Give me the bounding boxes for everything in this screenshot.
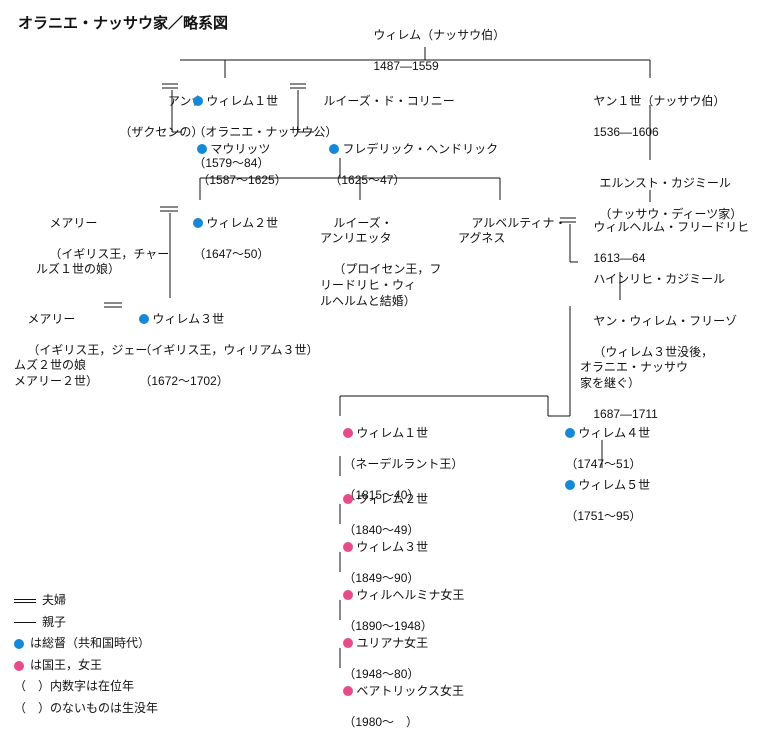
legend-couple: 夫婦 <box>14 590 158 612</box>
node-heinrich: ハインリヒ・カジミール <box>580 256 725 303</box>
node-wilhelm5: ウィレム５世 （1751～95） <box>552 462 650 540</box>
marker-icon <box>343 428 353 438</box>
legend-blue: は総督（共和国時代） <box>14 633 158 655</box>
node-wilhelm2: ウィレム２世 （1647～50） <box>180 200 278 278</box>
marker-icon <box>193 218 203 228</box>
marker-icon <box>139 314 149 324</box>
marker-icon <box>565 480 575 490</box>
marker-icon <box>343 686 353 696</box>
marker-icon <box>197 144 207 154</box>
marker-icon <box>343 542 353 552</box>
node-wilhelm3: ウィレム３世 （イギリス王，ウィリアム３世） （1672～1702） <box>126 296 319 405</box>
tree-canvas: オラニエ・ナッサウ家／略系図 <box>0 0 783 713</box>
single-line-icon <box>14 622 36 623</box>
node-frederik: フレデリック・ヘンドリック （1625～47） <box>316 126 498 204</box>
node-albertina: アルベルティナ・ アグネス <box>458 200 567 262</box>
marker-icon <box>343 494 353 504</box>
legend-parent: 親子 <box>14 612 158 634</box>
node-mary1: メアリー （イギリス王，チャー ルズ１世の娘） <box>36 200 169 294</box>
legend: 夫婦 親子 は総督（共和国時代） は国王，女王 （ ）内数字は在位年 （ ）のな… <box>14 590 158 720</box>
legend-pink: は国王，女王 <box>14 655 158 677</box>
marker-icon <box>343 590 353 600</box>
double-line-icon <box>14 599 36 603</box>
marker-icon <box>343 638 353 648</box>
marker-icon <box>565 428 575 438</box>
node-maurits: マウリッツ （1587～1625） <box>184 126 287 204</box>
node-louiseh: ルイーズ・ アンリエッタ （プロイセン王，フ リードリヒ・ウィ ルヘルムと結婚） <box>320 200 441 325</box>
legend-paren1: （ ）内数字は在位年 <box>14 676 158 698</box>
legend-paren2: （ ）のないものは生没年 <box>14 698 158 720</box>
marker-icon <box>329 144 339 154</box>
node-beatrix: ベアトリックス女王 （1980～ ） <box>330 668 464 746</box>
node-jan1: ヤン１世（ナッサウ伯） 1536―1606 <box>580 78 725 156</box>
marker-icon <box>14 661 24 671</box>
node-louise: ルイーズ・ド・コリニー <box>310 78 455 125</box>
marker-icon <box>14 639 24 649</box>
marker-icon <box>193 96 203 106</box>
